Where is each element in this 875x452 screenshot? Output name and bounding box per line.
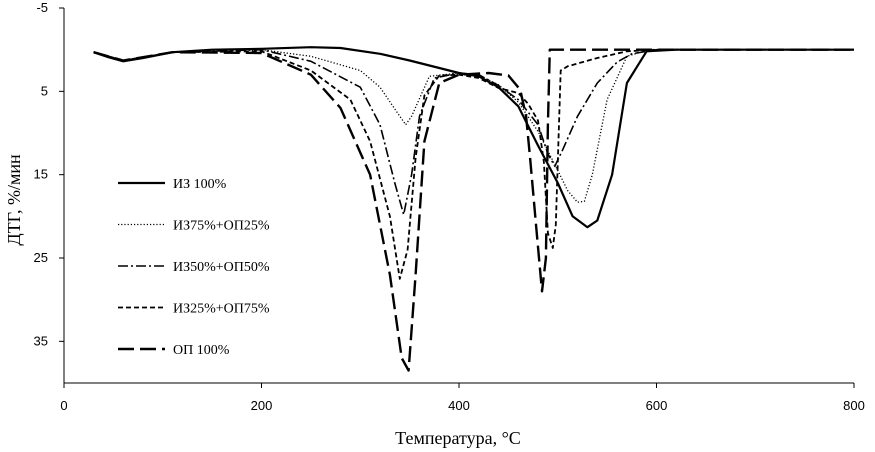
series-line-3 [93,48,854,216]
legend-label-2: ИЗ75%+ОП25% [173,219,270,234]
y-tick-label: 15 [34,167,48,182]
y-tick-label: 35 [34,333,48,348]
legend-label-3: ИЗ50%+ОП50% [173,260,270,275]
x-tick-label: 800 [843,398,865,413]
series-line-4 [93,48,854,280]
x-tick-label: 400 [448,398,470,413]
y-tick-label: 5 [41,83,48,98]
legend-label-4: ИЗ25%+ОП75% [173,302,270,317]
x-axis-title: Температура, °С [395,428,521,448]
y-tick-label: 25 [34,250,48,265]
series-line-2 [93,49,854,203]
legend-label-1: ИЗ 100% [173,177,227,192]
series-line-5 [93,48,854,372]
legend-label-5: ОП 100% [173,343,230,358]
y-tick-label: -5 [36,0,48,15]
x-tick-label: 200 [251,398,273,413]
y-axis-title: ДТГ, %/мин [4,154,24,246]
legend: ИЗ 100% ИЗ75%+ОП25% ИЗ50%+ОП50% ИЗ25%+ОП75%… [118,177,270,358]
series-layer [93,46,854,372]
x-tick-label: 600 [646,398,668,413]
x-tick-label: 0 [60,398,67,413]
axes-layer: -5 5 15 25 35 0 200 400 600 800 [34,0,865,413]
